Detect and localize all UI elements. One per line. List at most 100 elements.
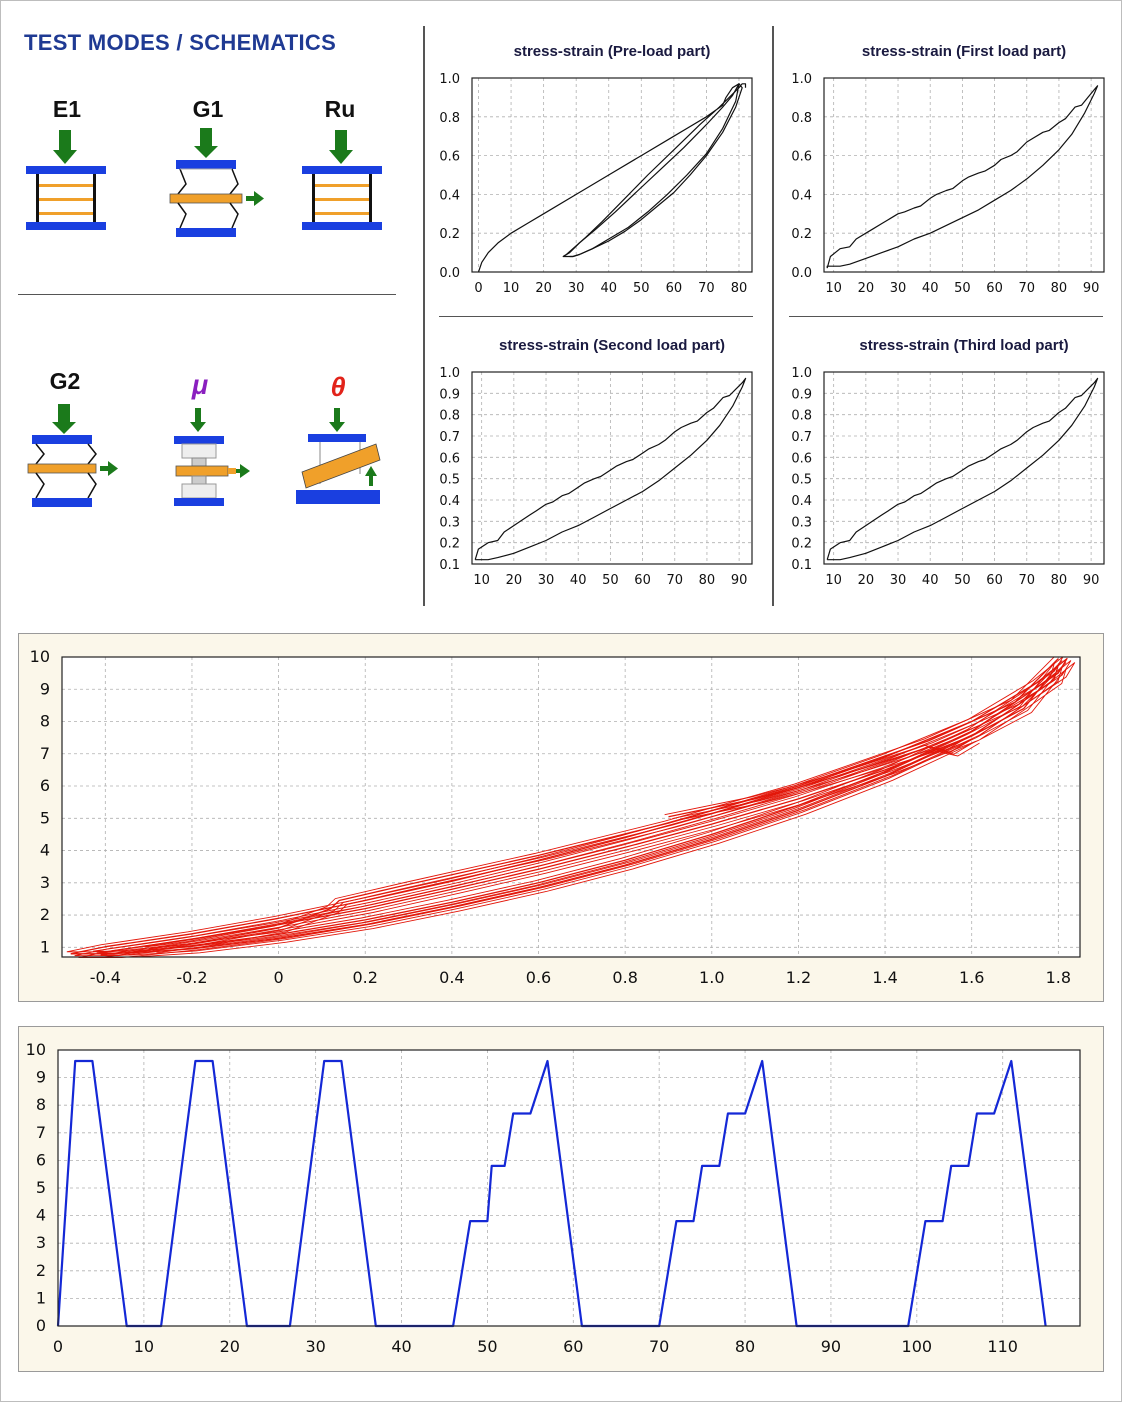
x-tick-label: 40 <box>922 281 939 296</box>
x-tick-label: 50 <box>954 281 971 296</box>
plot-frame <box>471 371 753 565</box>
mode-label-mu: μ <box>191 370 209 400</box>
x-tick-label: 80 <box>699 573 716 588</box>
y-tick-label: 0.8 <box>439 409 460 424</box>
x-tick-label: 0 <box>474 281 482 296</box>
mode-label-theta: θ <box>330 372 346 402</box>
x-tick-label: 40 <box>600 281 617 296</box>
x-tick-label: 40 <box>570 573 587 588</box>
x-tick-label: 100 <box>902 1337 933 1356</box>
y-tick-label: 8 <box>36 1095 46 1114</box>
y-tick-label: 0.8 <box>439 111 460 126</box>
plot-area <box>824 78 1104 272</box>
series-line-1-cycle-1 <box>104 668 1067 958</box>
y-tick-label: 4 <box>40 841 50 860</box>
series-line-0 <box>56 1059 1047 1328</box>
y-tick-label: 0.4 <box>439 494 460 509</box>
series-line-2 <box>148 658 1059 950</box>
x-tick-label: 0 <box>53 1337 63 1356</box>
x-tick-label: 10 <box>473 573 490 588</box>
y-tick-label: 5 <box>40 808 50 827</box>
x-tick-label: 110 <box>987 1337 1018 1356</box>
divider-plots-right <box>789 316 1103 317</box>
y-tick-label: 0.4 <box>791 188 812 203</box>
x-tick-label: 40 <box>922 573 939 588</box>
series-line-3 <box>668 738 973 818</box>
x-tick-label: 20 <box>506 573 523 588</box>
compression-schematic-icon <box>26 130 106 230</box>
x-tick-label: 0 <box>274 968 284 987</box>
x-tick-label: 70 <box>1018 573 1035 588</box>
y-tick-label: 1 <box>40 937 50 956</box>
x-tick-label: 80 <box>731 281 748 296</box>
x-tick-label: 0.2 <box>353 968 378 987</box>
y-tick-label: 4 <box>36 1206 46 1225</box>
y-tick-label: 0.9 <box>791 387 812 402</box>
plot-frame <box>823 371 1105 565</box>
y-tick-label: 10 <box>30 647 50 666</box>
x-tick-label: 1.6 <box>959 968 984 987</box>
chart-first-load: stress-strain (First load part) 0.0 0.2 0.4… <box>791 43 1105 296</box>
x-tick-label: 30 <box>305 1337 325 1356</box>
y-tick-label: 0.8 <box>791 409 812 424</box>
x-tick-label: 80 <box>1051 281 1068 296</box>
divider-plots-left <box>439 316 753 317</box>
plot-area <box>472 372 752 564</box>
y-tick-label: 6 <box>36 1150 46 1169</box>
x-tick-label: 80 <box>735 1337 755 1356</box>
x-tick-label: 70 <box>698 281 715 296</box>
single-shear-schematic-icon <box>169 128 264 237</box>
chart-second-load: stress-strain (Second load part) 0.1 0.2 0.… <box>439 337 753 588</box>
mode-label-g2: G2 <box>49 368 81 394</box>
y-tick-label: 2 <box>40 905 50 924</box>
x-tick-label: 50 <box>477 1337 497 1356</box>
double-shear-schematic-icon <box>27 404 118 507</box>
y-tick-label: 0.2 <box>791 537 812 552</box>
y-tick-label: 0.7 <box>791 430 812 445</box>
y-tick-label: 0.7 <box>439 430 460 445</box>
y-tick-label: 0.5 <box>439 473 460 488</box>
x-tick-label: 60 <box>986 281 1003 296</box>
x-tick-label: 90 <box>731 573 748 588</box>
chart-title: stress-strain (Pre-load part) <box>514 43 711 60</box>
plot-area <box>62 657 1080 957</box>
y-tick-label: 0 <box>36 1316 46 1335</box>
y-tick-label: 7 <box>40 744 50 763</box>
x-tick-label: 50 <box>633 281 650 296</box>
series-line-2-cycle-0 <box>152 660 1063 952</box>
x-tick-label: 40 <box>391 1337 411 1356</box>
divider-vertical-right <box>772 26 774 606</box>
y-tick-label: 0.4 <box>791 494 812 509</box>
x-tick-label: 1.8 <box>1046 968 1071 987</box>
x-tick-label: 30 <box>568 281 585 296</box>
chart-third-load: stress-strain (Third load part) 0.1 0.2 0.3… <box>791 337 1105 588</box>
y-tick-label: 8 <box>40 712 50 731</box>
plot-frame <box>823 77 1105 273</box>
y-tick-label: 1 <box>36 1288 46 1307</box>
series-line-2-cycle-1 <box>156 662 1067 954</box>
x-tick-label: 50 <box>602 573 619 588</box>
x-tick-label: 70 <box>649 1337 669 1356</box>
x-tick-label: 70 <box>666 573 683 588</box>
plot-frame <box>471 77 753 273</box>
y-tick-label: 0.2 <box>791 227 812 242</box>
y-tick-label: 0.2 <box>439 227 460 242</box>
y-tick-label: 0.6 <box>439 150 460 165</box>
series-line-0 <box>477 83 747 273</box>
x-tick-label: 0.8 <box>612 968 637 987</box>
x-tick-label: 10 <box>825 573 842 588</box>
x-tick-label: 20 <box>220 1337 240 1356</box>
y-tick-label: 0.6 <box>439 451 460 466</box>
x-tick-label: 1.4 <box>872 968 897 987</box>
y-tick-label: 9 <box>36 1068 46 1087</box>
mode-label-e1: E1 <box>52 96 82 122</box>
y-tick-label: 0.9 <box>439 387 460 402</box>
series-line-1 <box>562 83 740 258</box>
plot-area <box>824 372 1104 564</box>
y-tick-label: 7 <box>36 1123 46 1142</box>
y-tick-label: 10 <box>26 1040 46 1059</box>
x-tick-label: 70 <box>1018 281 1035 296</box>
friction-schematic-icon <box>174 408 250 506</box>
chart-preload: stress-strain (Pre-load part) 0.0 0.2 0.4 0.… <box>439 43 753 296</box>
x-tick-label: 30 <box>538 573 555 588</box>
